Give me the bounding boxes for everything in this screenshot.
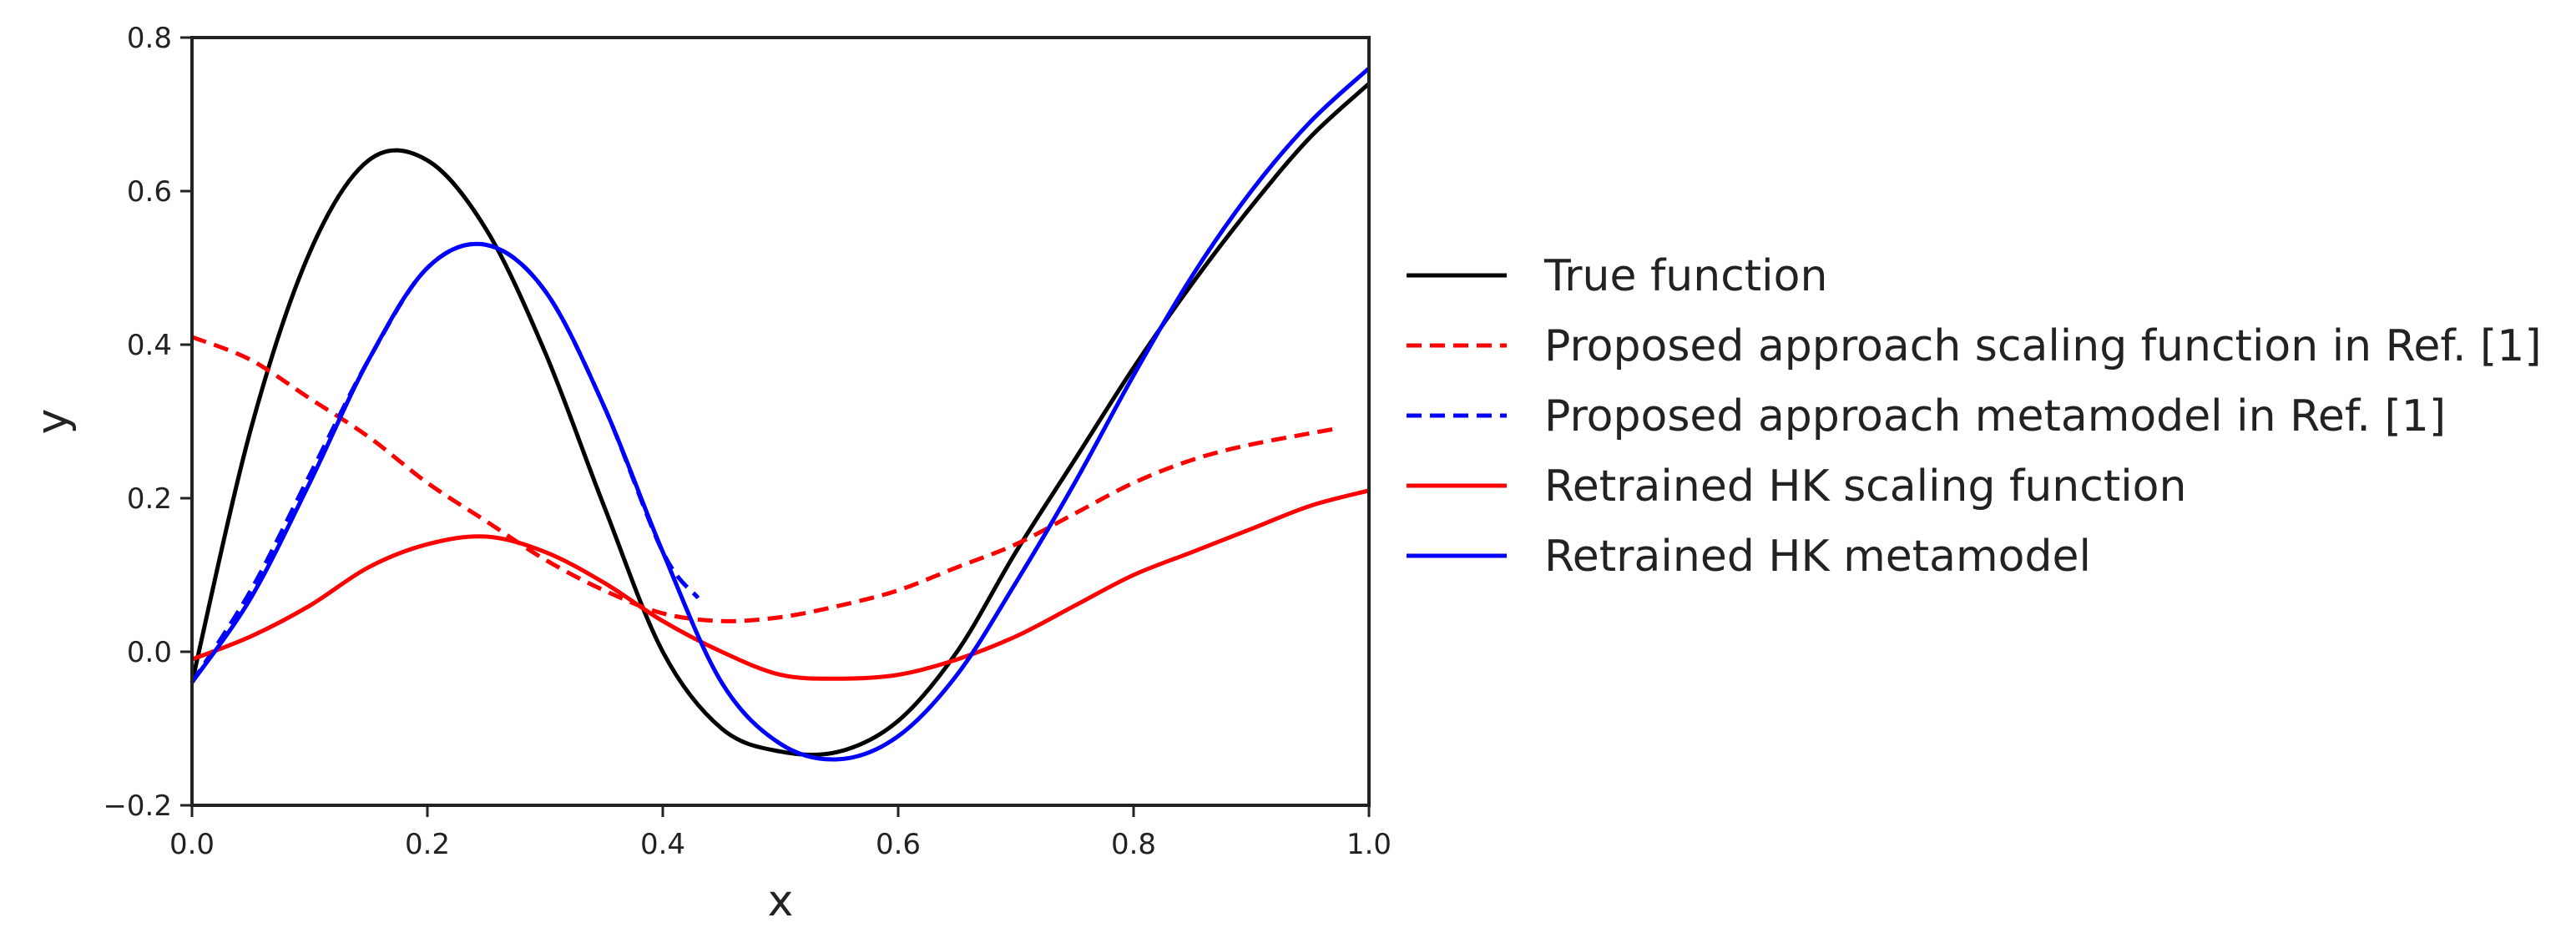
legend-item: Retrained HK metamodel xyxy=(1407,532,2091,582)
y-tick-label: 0.2 xyxy=(127,482,172,516)
x-tick-label: 0.4 xyxy=(640,828,685,861)
legend: True function Proposed approach scaling f… xyxy=(1407,251,2542,582)
legend-label: Retrained HK scaling function xyxy=(1544,461,2186,512)
legend-item: Proposed approach scaling function in Re… xyxy=(1407,321,2542,371)
series-line-proposed-approach-metamodel-in-ref-1 xyxy=(189,241,700,684)
series-line-retrained-hk-metamodel xyxy=(189,66,1371,762)
legend-label: True function xyxy=(1543,251,1827,301)
x-tick-label: 0.0 xyxy=(169,828,215,861)
series-line-true-function xyxy=(189,82,1371,758)
y-tick-label: 0.0 xyxy=(127,636,172,669)
series-line-retrained-hk-scaling-function xyxy=(191,488,1370,681)
legend-item: Retrained HK scaling function xyxy=(1407,461,2186,512)
x-axis-label: x xyxy=(768,876,794,926)
x-axis-ticks: 0.0 0.2 0.4 0.6 0.8 1.0 xyxy=(169,805,1392,861)
series-lines xyxy=(189,66,1371,762)
legend-item: True function xyxy=(1407,251,1827,301)
y-tick-label: 0.8 xyxy=(127,22,172,55)
legend-item: Proposed approach metamodel in Ref. [1] xyxy=(1407,391,2446,441)
y-axis-label: y xyxy=(28,409,78,435)
series-line-proposed-approach-scaling-function-in-ref-1 xyxy=(191,335,1335,623)
legend-label: Proposed approach metamodel in Ref. [1] xyxy=(1544,391,2446,441)
x-tick-label: 1.0 xyxy=(1346,828,1392,861)
y-tick-label: −0.2 xyxy=(103,789,172,823)
y-axis-ticks: −0.2 0.0 0.2 0.4 0.6 0.8 xyxy=(103,22,192,823)
x-tick-label: 0.6 xyxy=(876,828,921,861)
y-tick-label: 0.4 xyxy=(127,329,172,362)
x-tick-label: 0.2 xyxy=(405,828,450,861)
x-tick-label: 0.8 xyxy=(1111,828,1156,861)
legend-label: Retrained HK metamodel xyxy=(1544,532,2091,582)
legend-label: Proposed approach scaling function in Re… xyxy=(1544,321,2542,371)
y-tick-label: 0.6 xyxy=(127,175,172,209)
plot-frame xyxy=(190,36,1371,807)
